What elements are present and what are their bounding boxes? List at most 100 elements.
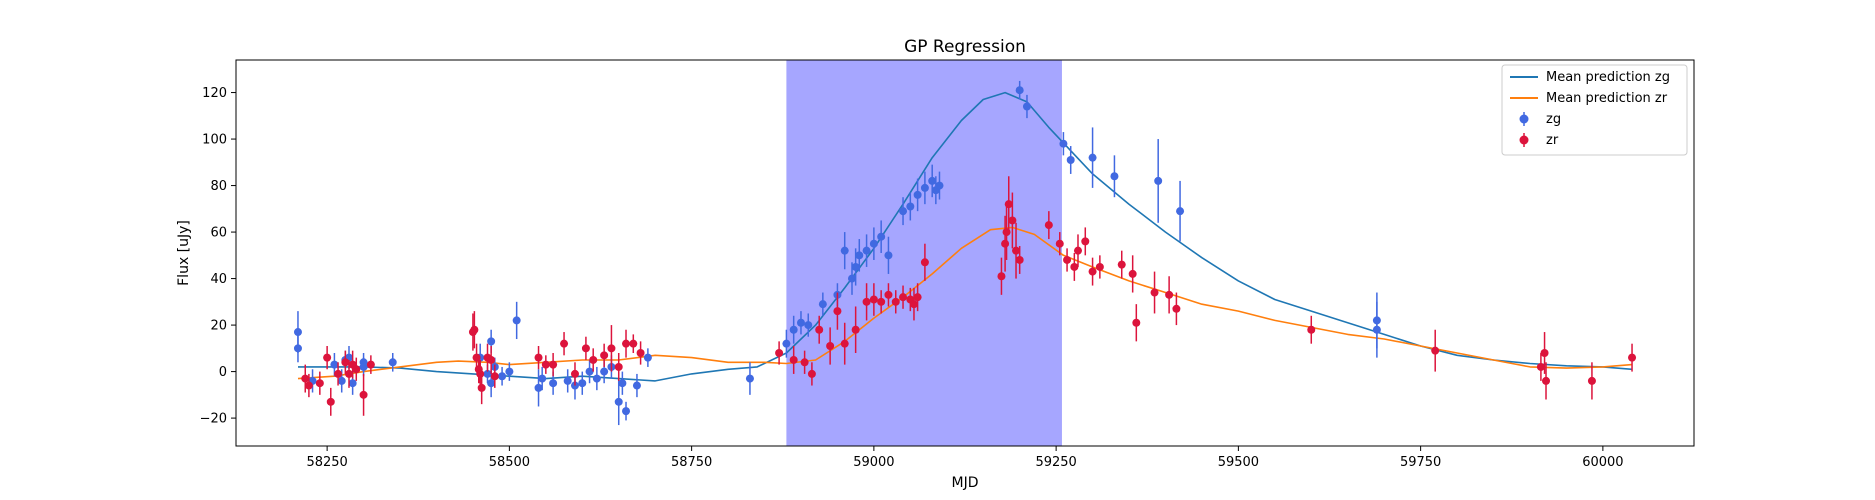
data-point-zr (826, 342, 835, 351)
y-axis-label: Flux [uJy] (176, 220, 192, 286)
data-point-zr (534, 353, 543, 362)
data-point-zr (1542, 376, 1551, 385)
data-point-zr (840, 339, 849, 348)
x-tick-label: 58750 (671, 455, 712, 470)
data-point-zr (997, 272, 1006, 281)
legend-label-zr: zr (1546, 133, 1559, 148)
data-point-zg (618, 379, 627, 388)
data-point-zg (884, 251, 893, 260)
data-point-zg (498, 372, 507, 381)
data-point-zr (807, 369, 816, 378)
mean-prediction-line-1 (297, 226, 1633, 380)
data-point-zr (1073, 246, 1082, 255)
data-point-zg (869, 239, 878, 248)
data-point-zr (1088, 267, 1097, 276)
data-point-zg (851, 262, 860, 271)
data-point-zr (1095, 262, 1104, 271)
data-point-zr (899, 293, 908, 302)
data-point-zr (1063, 255, 1072, 264)
data-point-zg (1372, 325, 1381, 334)
data-point-zr (1165, 290, 1174, 299)
data-point-zr (560, 339, 569, 348)
data-point-zg (337, 376, 346, 385)
data-point-zg (293, 344, 302, 353)
data-point-zr (607, 344, 616, 353)
data-point-zg (293, 328, 302, 337)
y-tick-label: 0 (219, 365, 227, 380)
data-point-zr (851, 325, 860, 334)
data-point-zr (1117, 260, 1126, 269)
data-point-zr (541, 360, 550, 369)
data-point-zg (1154, 176, 1163, 185)
data-point-zr (323, 353, 332, 362)
x-tick-label: 59750 (1400, 455, 1441, 470)
data-point-zr (1004, 200, 1013, 209)
data-point-zr (344, 369, 353, 378)
data-point-zg (1022, 102, 1031, 111)
data-point-zr (487, 355, 496, 364)
data-point-zg (1015, 86, 1024, 95)
data-point-zr (1055, 239, 1064, 248)
data-point-zr (366, 360, 375, 369)
x-tick-label: 58250 (306, 455, 347, 470)
data-point-zg (840, 246, 849, 255)
data-point-zr (1132, 318, 1141, 327)
data-point-zr (1540, 348, 1549, 357)
data-point-zg (549, 379, 558, 388)
data-point-zg (388, 358, 397, 367)
data-point-zr (490, 372, 499, 381)
data-point-zg (614, 397, 623, 406)
data-point-zr (862, 297, 871, 306)
data-point-zr (1070, 262, 1079, 271)
data-point-zg (906, 202, 915, 211)
legend-label-zr-prediction: Mean prediction zr (1546, 91, 1668, 106)
x-axis-label: MJD (952, 475, 979, 491)
data-point-zr (549, 360, 558, 369)
data-point-zr (1172, 304, 1181, 313)
data-point-zg (935, 181, 944, 190)
x-tick-label: 60000 (1582, 455, 1623, 470)
data-point-zr (1001, 239, 1010, 248)
data-point-zg (622, 407, 631, 416)
data-point-zr (334, 369, 343, 378)
data-point-zg (348, 379, 357, 388)
data-point-zg (745, 374, 754, 383)
data-point-zg (534, 383, 543, 392)
data-point-zg (592, 374, 601, 383)
data-point-zg (877, 232, 886, 241)
x-tick-label: 59000 (853, 455, 894, 470)
data-point-zg (505, 367, 514, 376)
data-point-zg (1110, 172, 1119, 181)
legend-label-zg: zg (1546, 112, 1561, 127)
data-point-zr (315, 379, 324, 388)
data-point-zg (920, 183, 929, 192)
y-axis: −20 0 20 40 60 80 100 120 (200, 86, 236, 427)
data-point-zr (600, 351, 609, 360)
data-point-zr (581, 344, 590, 353)
y-tick-label: 100 (202, 133, 227, 148)
data-point-zg (487, 379, 496, 388)
legend-marker-zg (1519, 114, 1529, 124)
data-point-zr (1015, 255, 1024, 264)
data-point-zr (326, 397, 335, 406)
data-point-zr (869, 295, 878, 304)
data-point-zr (909, 300, 918, 309)
y-tick-label: 80 (210, 179, 227, 194)
data-point-zg (538, 374, 547, 383)
data-point-zg (928, 176, 937, 185)
x-tick-label: 59250 (1035, 455, 1076, 470)
data-point-zr (352, 365, 361, 374)
data-point-zg (632, 381, 641, 390)
data-point-zr (304, 381, 313, 390)
data-point-zr (476, 369, 485, 378)
x-tick-label: 59500 (1218, 455, 1259, 470)
data-point-zr (1008, 216, 1017, 225)
chart-title: GP Regression (904, 37, 1026, 57)
legend-box (1501, 64, 1688, 156)
legend-label-zg-prediction: Mean prediction zg (1546, 70, 1670, 85)
legend: Mean prediction zg Mean prediction zr zg… (1501, 64, 1688, 156)
data-point-zr (775, 348, 784, 357)
data-point-zr (301, 374, 310, 383)
y-tick-label: 40 (210, 272, 227, 287)
